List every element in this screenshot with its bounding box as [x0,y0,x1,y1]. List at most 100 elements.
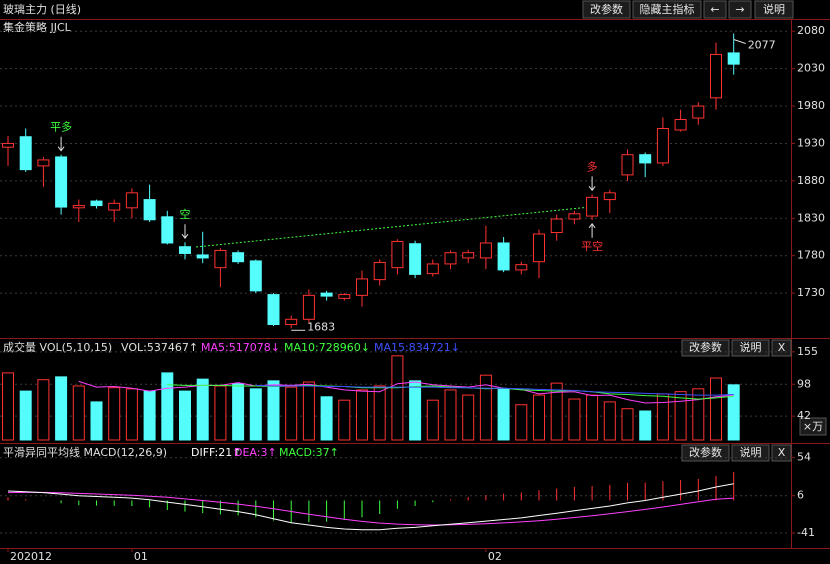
candle-body [19,136,32,171]
candle-body [479,242,492,259]
candle-body [621,154,634,176]
volume-bar [426,399,439,441]
button-label[interactable]: X [778,341,786,354]
button-label[interactable]: 说明 [763,2,785,16]
readout: DEA:3↑ [234,446,277,459]
signal-arrow-head [57,146,65,152]
candle-body [143,199,156,221]
volume-bar [409,380,422,441]
volume-bar [639,410,652,441]
candle-body [37,159,50,167]
candle-body [515,264,528,271]
candle-body [214,249,227,269]
candle-body [550,218,563,233]
candle-body [727,52,740,65]
panel-title: 平滑异同平均线 MACD(12,26,9) [3,445,167,459]
candle-body [356,278,368,296]
ma-line [167,384,734,400]
candle-body [462,252,475,259]
candle-body [90,200,103,207]
label-leader [733,38,746,44]
y-tick-label: 42 [797,409,811,422]
y-tick-label: 1880 [797,174,825,187]
candle-body [161,216,174,244]
ma-line [78,380,734,404]
y-tick-label: 2030 [797,62,825,75]
candle-body [391,240,404,269]
button[interactable]: 说明 [731,444,770,462]
readout: MA5:517078↓ [201,341,280,354]
button[interactable]: 改参数 [681,339,730,357]
volume-bar [497,388,510,441]
button[interactable]: 改参数 [582,0,631,19]
readout: VOL:537467↑ [121,341,198,354]
volume-bar [515,404,528,441]
button-label[interactable]: 说明 [740,340,762,354]
button[interactable]: X [771,444,792,462]
volume-bar [391,355,404,441]
candle-body [497,242,510,271]
volume-bar [249,388,262,441]
button[interactable]: 隐藏主指标 [632,0,702,19]
candle-body [179,246,191,254]
volume-bar [90,401,103,441]
signal-arrow-head [588,186,596,192]
y-tick-label: 1930 [797,136,825,149]
unit-box[interactable]: ×万 [799,417,827,436]
button[interactable]: 改参数 [681,444,730,462]
y-tick-label: 54 [797,451,811,464]
readout: MA10:728960↓ [284,341,370,354]
y-tick-label: 1830 [797,211,825,224]
candle-body [285,318,298,326]
signal-arrow-head [588,222,596,229]
button[interactable]: 说明 [731,339,770,357]
button-label[interactable]: ← [710,3,719,16]
diff-line [7,483,734,531]
candle-body [674,119,687,131]
volume-bar [373,385,386,441]
volume-bar [444,389,457,441]
candle-body [232,252,245,263]
button-label[interactable]: → [735,3,744,16]
volume-bar [356,389,368,441]
candle-body [426,263,439,275]
candle-body [72,205,85,209]
volume-bar [692,388,705,441]
button-label[interactable]: 改参数 [689,340,722,354]
volume-bar [143,390,156,441]
button[interactable]: → [728,0,752,19]
volume-bar [267,380,280,441]
button-label[interactable]: 隐藏主指标 [640,2,695,16]
candle-body [267,294,280,326]
button-label[interactable]: X [778,446,786,459]
candle-body [710,53,722,99]
signal-label: 平空 [581,239,603,253]
volume-bar [161,372,174,441]
low-label: 1683 [307,320,335,333]
y-tick-label: 155 [797,345,818,358]
button-label[interactable]: 说明 [740,445,762,459]
volume-bar [621,408,634,441]
button[interactable]: 说明 [754,0,794,19]
y-tick-label: 1730 [797,286,825,299]
candle-body [196,254,209,259]
button[interactable]: ← [703,0,727,19]
volume-bar [320,396,333,441]
signal-arrow-head [181,233,189,240]
candle-body [444,252,457,265]
candle-body [249,260,262,292]
button-label[interactable]: 改参数 [590,2,623,16]
unit-label[interactable]: ×万 [803,420,823,433]
volume-bar [108,387,121,441]
panel-title: 成交量 VOL(5,10,15) [3,340,112,354]
candle-body [603,192,616,201]
candle-body [320,292,333,297]
high-label: 2077 [748,38,776,51]
y-tick-label: 6 [797,489,804,502]
button[interactable]: X [771,339,792,357]
volume-bar [674,391,687,441]
button-label[interactable]: 改参数 [689,445,722,459]
plot: 1730 1780 1830 1880 1930 1980 2030 2080 2077 1683… [0,24,825,563]
y-tick-label: 2080 [797,24,825,37]
